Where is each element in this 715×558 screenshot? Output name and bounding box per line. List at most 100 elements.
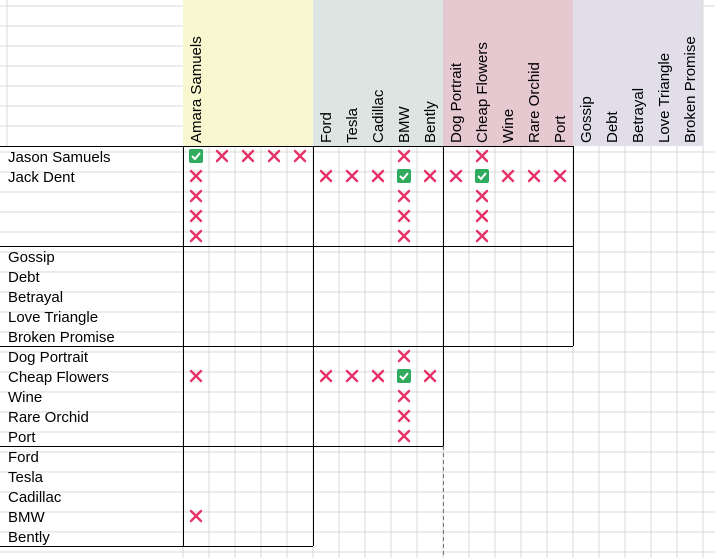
column-header: Bently [422,101,439,143]
x-mark [475,229,489,243]
x-stroke [189,509,203,523]
x-mark [397,229,411,243]
row-label: Port [8,429,36,446]
check-mark [397,169,411,183]
column-header: Broken Promise [682,36,699,143]
x-mark [319,369,333,383]
x-stroke [397,209,411,223]
x-stroke [345,369,359,383]
x-stroke [189,209,203,223]
check-box [475,169,489,183]
x-mark [345,369,359,383]
x-stroke [371,169,385,183]
x-mark [553,169,567,183]
x-stroke [527,169,541,183]
x-mark [475,189,489,203]
x-stroke [293,149,307,163]
x-mark [475,209,489,223]
column-header: Gossip [578,96,595,143]
x-mark [449,169,463,183]
x-mark [397,209,411,223]
x-stroke [267,149,281,163]
x-stroke [371,369,385,383]
x-mark [527,169,541,183]
x-mark [189,369,203,383]
x-stroke [189,369,203,383]
x-mark [189,169,203,183]
x-mark [215,149,229,163]
x-stroke [397,349,411,363]
x-stroke [397,229,411,243]
header-band [183,0,313,146]
x-stroke [319,169,333,183]
x-stroke [397,409,411,423]
x-stroke [241,149,255,163]
check-tick [191,152,201,161]
x-stroke [345,169,359,183]
x-stroke [189,169,203,183]
row-label: Love Triangle [8,309,98,326]
header-band [443,0,573,146]
x-mark [267,149,281,163]
column-header: Tesla [344,107,361,143]
column-header: BMW [396,106,413,144]
check-tick [399,372,409,381]
x-mark [423,369,437,383]
row-label: Gossip [8,249,55,266]
column-header: Ford [318,112,335,143]
header-band [573,0,703,146]
x-mark [371,169,385,183]
row-label: Rare Orchid [8,409,89,426]
column-header: Wine [500,109,517,143]
row-label: Jack Dent [8,169,76,186]
check-mark [189,149,203,163]
x-mark [397,149,411,163]
x-mark [189,189,203,203]
row-label: Cadillac [8,489,62,506]
x-mark [241,149,255,163]
row-label: Debt [8,269,41,286]
check-mark [475,169,489,183]
x-stroke [423,169,437,183]
column-header: Debt [604,110,621,143]
header-band [313,0,443,146]
row-label: Dog Portrait [8,349,89,366]
x-mark [293,149,307,163]
x-mark [475,149,489,163]
x-stroke [397,389,411,403]
x-stroke [475,189,489,203]
column-header: Rare Orchid [526,62,543,143]
check-mark [397,369,411,383]
x-stroke [501,169,515,183]
column-header: Cheap Flowers [474,42,491,143]
x-stroke [475,229,489,243]
x-stroke [475,209,489,223]
x-mark [371,369,385,383]
x-stroke [215,149,229,163]
x-mark [397,429,411,443]
row-label: Bently [8,529,50,546]
x-mark [345,169,359,183]
x-stroke [397,189,411,203]
x-stroke [189,189,203,203]
column-header: Dog Portrait [448,62,465,143]
column-header: Betrayal [630,88,647,143]
x-stroke [423,369,437,383]
row-label: Betrayal [8,289,63,306]
x-mark [189,509,203,523]
check-tick [477,172,487,181]
column-header: Cadillac [370,89,387,143]
x-mark [319,169,333,183]
x-mark [397,349,411,363]
x-stroke [553,169,567,183]
check-tick [399,172,409,181]
x-mark [423,169,437,183]
column-header: Amara Samuels [188,36,205,143]
row-label: Tesla [8,469,44,486]
x-stroke [475,149,489,163]
check-box [189,149,203,163]
row-label: Ford [8,449,39,466]
row-label: BMW [8,509,46,526]
